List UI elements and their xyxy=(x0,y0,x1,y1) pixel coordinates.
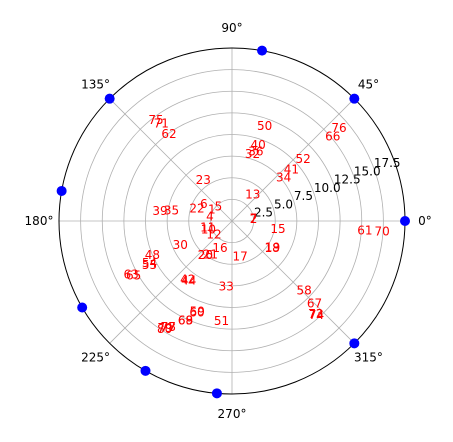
point-label-21: 21 xyxy=(203,247,218,261)
point-label-44: 44 xyxy=(181,273,196,287)
point-label-50: 50 xyxy=(257,119,272,133)
theta-tick-label-0: 0° xyxy=(418,214,432,228)
point-label-5: 5 xyxy=(215,199,223,213)
point-label-2: 2 xyxy=(250,212,258,226)
point-label-16: 16 xyxy=(212,241,227,255)
theta-tick-label-1: 45° xyxy=(358,78,379,92)
point-labels: 1245671011121315161718192021222326303233… xyxy=(124,113,390,336)
angular-gridline-7 xyxy=(231,220,355,344)
theta-tick-label-4: 180° xyxy=(25,214,54,228)
point-label-59: 59 xyxy=(190,304,205,318)
point-label-48: 48 xyxy=(145,248,160,262)
point-label-68: 68 xyxy=(178,314,193,328)
marker-point-2 xyxy=(257,45,268,56)
r-tick-label-4: 12.5 xyxy=(334,173,361,187)
r-tick-label-0: 2.5 xyxy=(254,206,273,220)
point-label-34: 34 xyxy=(276,171,291,185)
point-label-22: 22 xyxy=(189,201,204,215)
point-label-66: 66 xyxy=(325,129,340,143)
point-label-74: 74 xyxy=(309,308,324,322)
point-label-41: 41 xyxy=(284,162,299,176)
point-label-23: 23 xyxy=(196,173,211,187)
point-label-11: 11 xyxy=(200,220,215,234)
point-label-42: 42 xyxy=(180,273,195,287)
angular-gridline-1 xyxy=(231,98,355,222)
point-label-4: 4 xyxy=(206,209,214,223)
point-label-75: 75 xyxy=(148,113,163,127)
marker-point-6 xyxy=(140,365,151,376)
r-tick-label-1: 5.0 xyxy=(274,197,293,211)
theta-tick-label-2: 90° xyxy=(221,21,242,35)
grid-layer xyxy=(58,47,406,395)
point-label-6: 6 xyxy=(200,197,208,211)
point-label-33: 33 xyxy=(219,279,234,293)
marker-point-8 xyxy=(349,338,360,349)
r-tick-label-3: 10.0 xyxy=(314,181,341,195)
point-label-15: 15 xyxy=(270,222,285,236)
r-tick-label-5: 15.0 xyxy=(354,164,381,178)
point-label-71: 71 xyxy=(154,117,169,131)
point-label-19: 19 xyxy=(265,240,280,254)
point-label-70: 70 xyxy=(375,224,390,238)
point-label-72: 72 xyxy=(308,307,323,321)
point-label-30: 30 xyxy=(173,238,188,252)
point-label-35: 35 xyxy=(164,203,179,217)
point-label-76: 76 xyxy=(331,121,346,135)
marker-point-3 xyxy=(104,93,115,104)
point-label-67: 67 xyxy=(307,297,322,311)
point-label-80: 80 xyxy=(157,322,172,336)
point-label-69: 69 xyxy=(178,314,193,328)
theta-tick-label-5: 225° xyxy=(81,350,110,364)
point-label-32: 32 xyxy=(245,147,260,161)
point-label-62: 62 xyxy=(161,127,176,141)
theta-tick-label-3: 135° xyxy=(81,78,110,92)
point-label-58: 58 xyxy=(297,284,312,298)
marker-point-1 xyxy=(349,93,360,104)
angular-gridline-5 xyxy=(109,220,233,344)
point-label-61: 61 xyxy=(357,223,372,237)
point-label-65: 65 xyxy=(126,269,141,283)
point-label-1: 1 xyxy=(208,202,216,216)
point-label-20: 20 xyxy=(198,248,213,262)
angular-tick-labels: 0° 45° 90° 135° 180° 225° 270° 315° xyxy=(25,21,432,421)
point-label-13: 13 xyxy=(245,187,260,201)
point-label-18: 18 xyxy=(265,241,280,255)
point-label-26: 26 xyxy=(198,248,213,262)
point-label-78: 78 xyxy=(161,320,176,334)
theta-tick-label-7: 315° xyxy=(354,350,383,364)
r-tick-label-6: 17.5 xyxy=(374,156,401,170)
point-label-40: 40 xyxy=(251,138,266,152)
point-label-63: 63 xyxy=(124,268,139,282)
marker-point-4 xyxy=(56,185,67,196)
marker-point-0 xyxy=(400,216,410,226)
point-label-73: 73 xyxy=(308,307,323,321)
point-label-77: 77 xyxy=(161,320,176,334)
point-label-39: 39 xyxy=(152,204,167,218)
point-label-60: 60 xyxy=(189,305,204,319)
marker-point-5 xyxy=(77,302,88,313)
point-label-7: 7 xyxy=(250,211,258,225)
point-label-54: 54 xyxy=(142,256,157,270)
angular-gridline-3 xyxy=(109,98,233,222)
point-label-12: 12 xyxy=(206,228,221,242)
point-label-79: 79 xyxy=(157,321,172,335)
point-label-51: 51 xyxy=(214,314,229,328)
point-label-10: 10 xyxy=(201,223,216,237)
radial-tick-labels: 2.55.07.510.012.515.017.5 xyxy=(254,156,401,220)
r-tick-label-2: 7.5 xyxy=(294,189,313,203)
point-label-52: 52 xyxy=(296,152,311,166)
theta-tick-label-6: 270° xyxy=(218,407,247,421)
point-label-17: 17 xyxy=(233,249,248,263)
markers xyxy=(56,45,410,399)
marker-point-7 xyxy=(211,388,222,399)
point-label-55: 55 xyxy=(142,258,157,272)
point-label-36: 36 xyxy=(248,144,263,158)
